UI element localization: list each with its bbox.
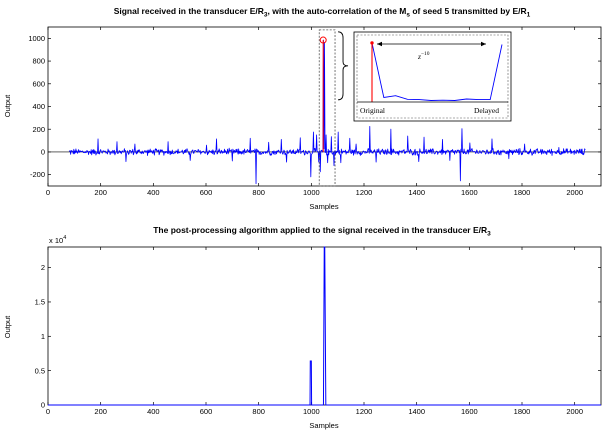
- bottom-x-tick-label: 800: [252, 407, 265, 416]
- top-y-tick-label: 200: [32, 125, 45, 134]
- bottom-x-tick-label: 400: [147, 407, 160, 416]
- top-y-tick-label: 0: [41, 148, 45, 157]
- top-chart-title: Signal received in the transducer E/R3, …: [114, 6, 531, 19]
- bottom-x-tick-label: 600: [200, 407, 213, 416]
- top-x-tick-label: 200: [94, 188, 107, 197]
- bottom-y-axis-label: Output: [3, 315, 12, 338]
- bottom-y-tick-label: 0.5: [35, 366, 45, 375]
- bottom-x-tick-label: 1000: [303, 407, 320, 416]
- bottom-chart: The post-processing algorithm applied to…: [3, 225, 602, 430]
- top-x-tick-label: 1200: [356, 188, 373, 197]
- bottom-x-axis-label: Samples: [309, 421, 338, 430]
- bottom-x-tick-label: 1400: [408, 407, 425, 416]
- inset-zoom-panel: z−10 Original Delayed: [353, 31, 512, 122]
- bottom-processed-line: [48, 246, 601, 406]
- inset-frame: [353, 31, 512, 122]
- top-x-tick-label: 1800: [514, 188, 531, 197]
- bottom-y-tick-label: 1.5: [35, 298, 45, 307]
- top-y-tick-label: 800: [32, 57, 45, 66]
- bottom-x-tick-label: 200: [94, 407, 107, 416]
- top-y-tick-label: 400: [32, 102, 45, 111]
- bottom-y-tick-label: 2: [41, 263, 45, 272]
- bottom-x-tick-label: 0: [46, 407, 50, 416]
- top-x-tick-label: 400: [147, 188, 160, 197]
- top-chart: Signal received in the transducer E/R3, …: [3, 6, 602, 211]
- zoom-region-box: [318, 29, 336, 187]
- inset-signal-line: [371, 42, 503, 101]
- bottom-chart-title: The post-processing algorithm applied to…: [153, 225, 491, 238]
- inset-delay-arrow-left-head: [377, 41, 382, 47]
- zoom-brace: [338, 31, 349, 101]
- top-x-tick-label: 600: [200, 188, 213, 197]
- top-x-tick-label: 1400: [408, 188, 425, 197]
- inset-delay-label: z−10: [417, 51, 430, 61]
- bottom-x-tick-label: 1600: [461, 407, 478, 416]
- inset-original-marker: [370, 41, 374, 45]
- top-y-tick-label: 600: [32, 79, 45, 88]
- top-x-tick-label: 800: [252, 188, 265, 197]
- bottom-x-tick-label: 1200: [356, 407, 373, 416]
- bottom-y-tick-label: 0: [41, 401, 45, 410]
- bottom-x-tick-label: 1800: [514, 407, 531, 416]
- top-y-tick-label: 1000: [28, 34, 45, 43]
- top-signal-line: [68, 39, 586, 185]
- inset-original-label: Original: [360, 106, 385, 115]
- top-y-tick-label: -200: [30, 170, 45, 179]
- top-x-tick-label: 1600: [461, 188, 478, 197]
- bottom-y-tick-label: 1: [41, 332, 45, 341]
- top-x-tick-label: 0: [46, 188, 50, 197]
- top-y-axis-label: Output: [3, 94, 12, 117]
- inset-delayed-label: Delayed: [474, 106, 499, 115]
- top-x-axis-label: Samples: [309, 202, 338, 211]
- inset-inner-frame: [356, 34, 509, 119]
- top-x-tick-label: 1000: [303, 188, 320, 197]
- bottom-y-multiplier: x 104: [49, 235, 66, 245]
- inset-delay-arrow-right-head: [481, 41, 486, 47]
- bottom-x-tick-label: 2000: [566, 407, 583, 416]
- top-x-tick-label: 2000: [566, 188, 583, 197]
- top-peak-marker: [319, 36, 327, 44]
